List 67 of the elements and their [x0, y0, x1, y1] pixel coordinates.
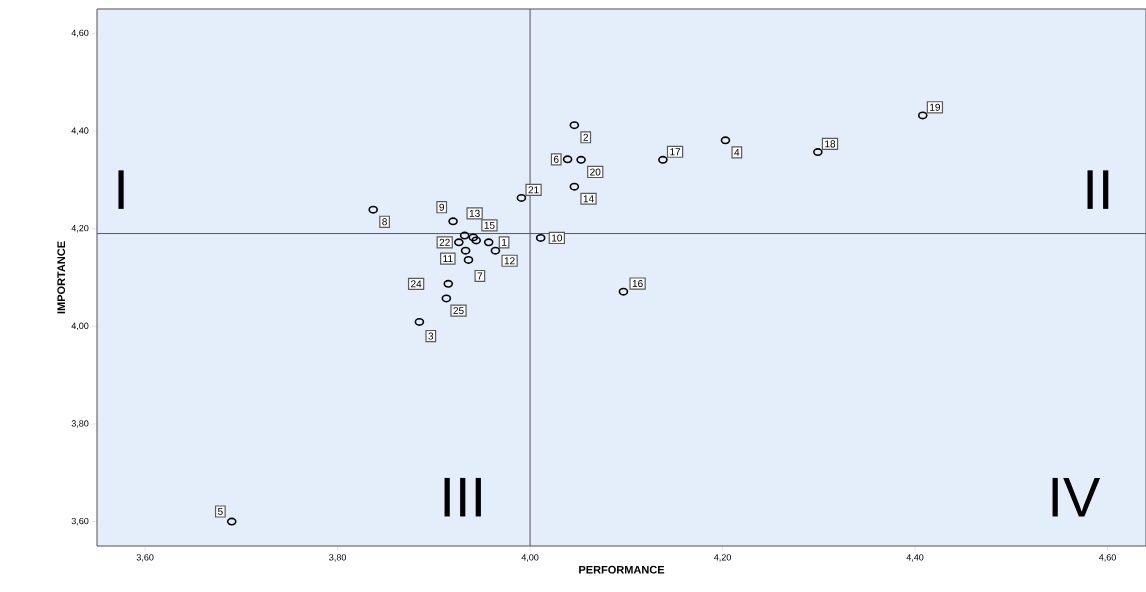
point — [917, 111, 928, 120]
point — [490, 246, 501, 255]
annotation: 4 — [734, 148, 740, 156]
point — [569, 121, 580, 130]
annotation: 12 — [504, 257, 515, 265]
annotation: 8 — [382, 218, 387, 226]
point — [658, 155, 668, 164]
annotation: 15 — [484, 221, 495, 229]
x-tick-label: 3,60 — [136, 554, 154, 562]
point — [468, 233, 479, 242]
point — [443, 279, 454, 288]
annotation: 1 — [502, 238, 507, 246]
annotation: 9 — [439, 203, 445, 211]
y-tick-label: 4,60 — [71, 29, 89, 38]
y-axis-title: IMPORTANCE — [57, 241, 66, 314]
point — [618, 287, 629, 296]
point — [463, 255, 474, 264]
x-tick-label: 3,80 — [329, 554, 347, 562]
annotation: 24 — [411, 280, 422, 288]
annotation: 18 — [825, 140, 836, 148]
annotation: 22 — [439, 238, 450, 246]
annotation: 14 — [583, 195, 594, 203]
annotation: 25 — [453, 307, 464, 315]
annotation: 20 — [590, 168, 601, 176]
point — [720, 136, 731, 145]
y-tick-label: 4,20 — [71, 224, 89, 233]
y-tick-label: 3,60 — [71, 517, 89, 526]
x-tick-label: 4,00 — [521, 554, 539, 562]
point — [460, 246, 471, 255]
annotation: 13 — [469, 209, 480, 217]
point — [414, 317, 425, 326]
annotation: 21 — [528, 186, 539, 194]
point — [441, 294, 452, 303]
annotation: IV — [1052, 477, 1101, 517]
point — [483, 238, 494, 247]
annotation: 11 — [443, 255, 453, 263]
y-tick-label: 4,40 — [71, 127, 89, 135]
annotation: 2 — [583, 133, 589, 141]
annotation: II — [1087, 170, 1109, 209]
x-tick-label: 4,40 — [906, 554, 924, 562]
annotation: III — [444, 477, 481, 517]
point — [454, 238, 464, 247]
point — [569, 182, 580, 191]
x-tick-label: 4,60 — [1098, 554, 1116, 562]
annotation: 7 — [477, 272, 483, 280]
point — [562, 155, 573, 164]
annotation: I — [118, 170, 124, 209]
point — [459, 231, 470, 240]
point — [226, 517, 237, 526]
point — [368, 205, 379, 214]
annotation: 10 — [552, 234, 562, 242]
point — [516, 193, 527, 202]
x-tick-label: 4,20 — [714, 554, 731, 562]
annotation: 19 — [930, 103, 940, 111]
annotation: 5 — [217, 508, 223, 515]
point — [535, 233, 546, 242]
y-tick-label: 4,00 — [71, 322, 89, 331]
annotation: 6 — [553, 155, 559, 163]
x-axis-title: PERFORMANCE — [579, 565, 665, 574]
point — [576, 155, 586, 164]
point — [448, 217, 458, 226]
point — [471, 236, 481, 245]
annotation: 3 — [428, 332, 434, 340]
annotation: 16 — [632, 279, 643, 288]
annotation: 17 — [670, 148, 681, 156]
point — [813, 148, 823, 157]
y-tick-label: 3,80 — [71, 420, 89, 428]
